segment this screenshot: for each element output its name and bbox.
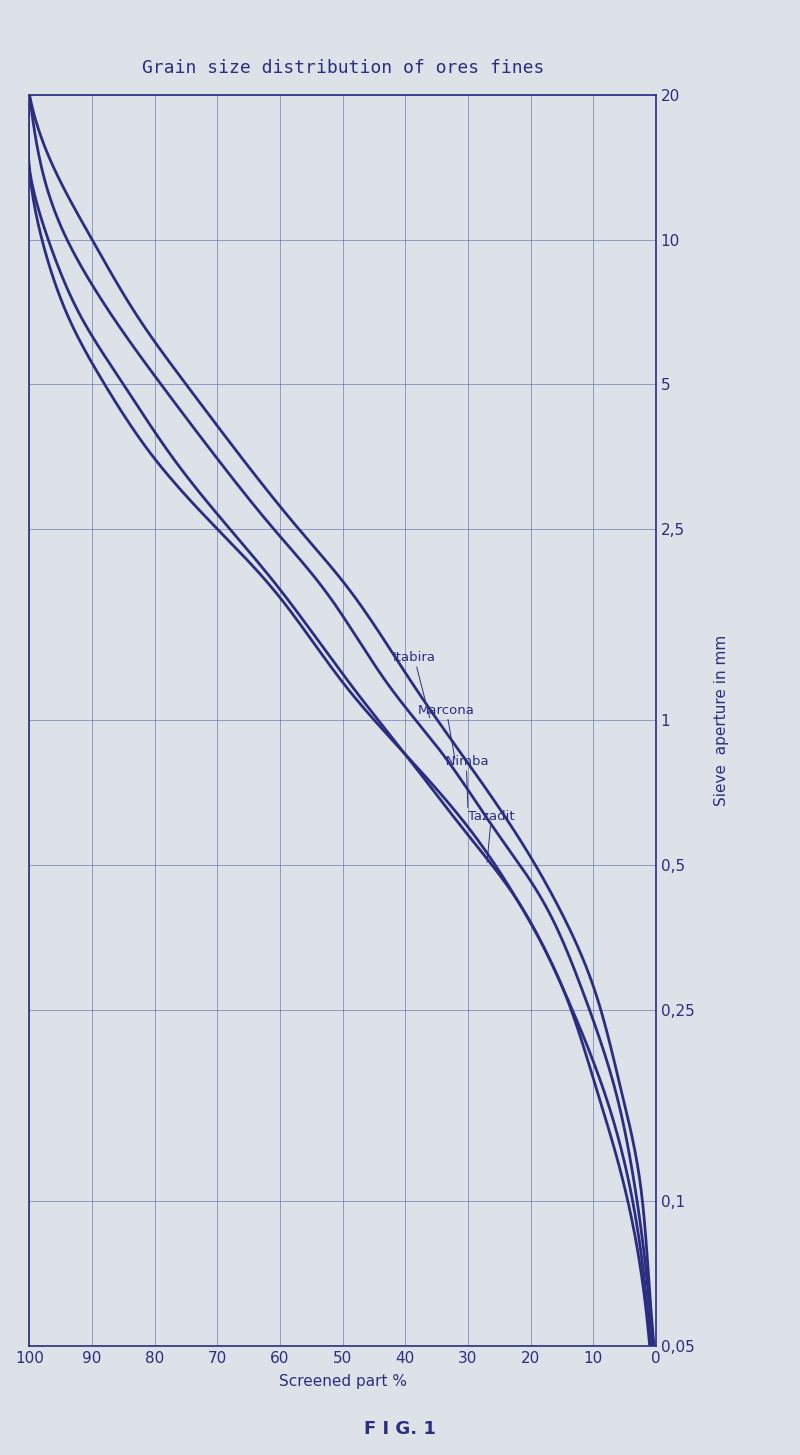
Y-axis label: Sieve  aperture in mm: Sieve aperture in mm — [714, 634, 729, 806]
Text: F I G. 1: F I G. 1 — [364, 1420, 436, 1438]
X-axis label: Screened part %: Screened part % — [278, 1374, 406, 1390]
Text: Tazadit: Tazadit — [468, 810, 514, 863]
Text: 'Nimba: 'Nimba — [443, 755, 490, 808]
Text: Marcona: Marcona — [418, 704, 474, 760]
Title: Grain size distribution of ores fines: Grain size distribution of ores fines — [142, 58, 544, 77]
Text: Itabira: Itabira — [393, 652, 436, 717]
